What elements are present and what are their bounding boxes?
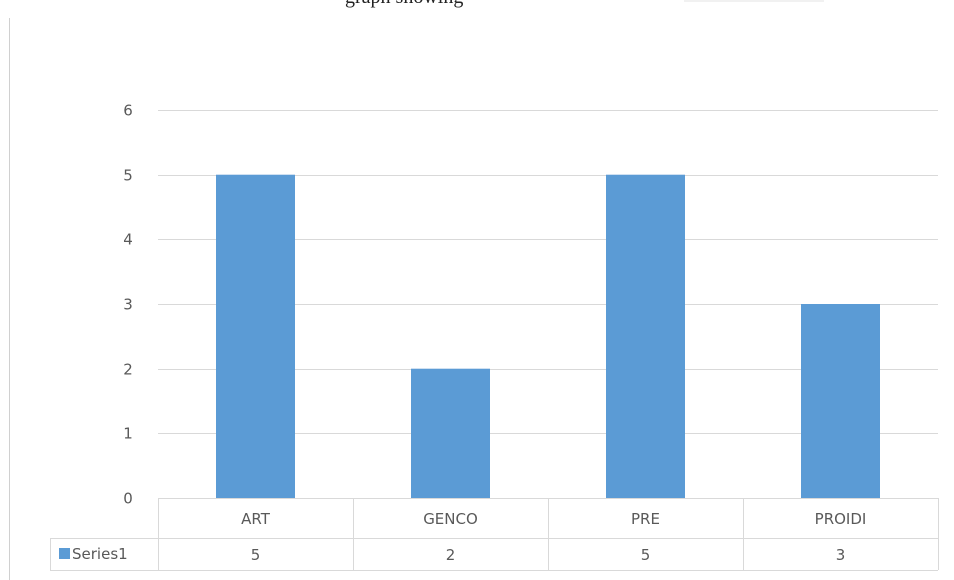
chart-frame-left-edge — [9, 18, 10, 580]
x-category-label-genco: GENCO — [423, 510, 478, 528]
bar-proidi — [801, 304, 880, 498]
legend-label-series1: Series1 — [72, 545, 128, 563]
y-axis-tick-labels: 0 1 2 3 4 5 6 — [123, 102, 133, 508]
bars — [216, 174, 880, 498]
x-category-label-pre: PRE — [631, 510, 660, 528]
data-value-genco: 2 — [446, 546, 456, 564]
data-value-pre: 5 — [641, 546, 651, 564]
x-category-label-art: ART — [241, 510, 271, 528]
caption-box — [684, 0, 824, 2]
bar-pre — [606, 174, 685, 498]
y-tick-label-3: 3 — [123, 296, 133, 314]
y-tick-label-4: 4 — [123, 231, 133, 249]
y-tick-label-5: 5 — [123, 167, 133, 185]
top-caption: graph showing — [0, 0, 954, 8]
data-table: ART GENCO PRE PROIDI Series1 5 2 5 3 — [50, 498, 939, 571]
bar-genco — [411, 368, 490, 498]
y-tick-label-2: 2 — [123, 361, 133, 379]
legend-key-series1 — [59, 548, 70, 559]
y-tick-label-0: 0 — [123, 490, 133, 508]
caption-text: graph showing — [345, 0, 463, 8]
data-value-art: 5 — [251, 546, 261, 564]
y-tick-label-6: 6 — [123, 102, 133, 120]
data-value-proidi: 3 — [836, 546, 846, 564]
bar-art — [216, 174, 295, 498]
x-category-label-proidi: PROIDI — [815, 510, 867, 528]
y-tick-label-1: 1 — [123, 425, 133, 443]
